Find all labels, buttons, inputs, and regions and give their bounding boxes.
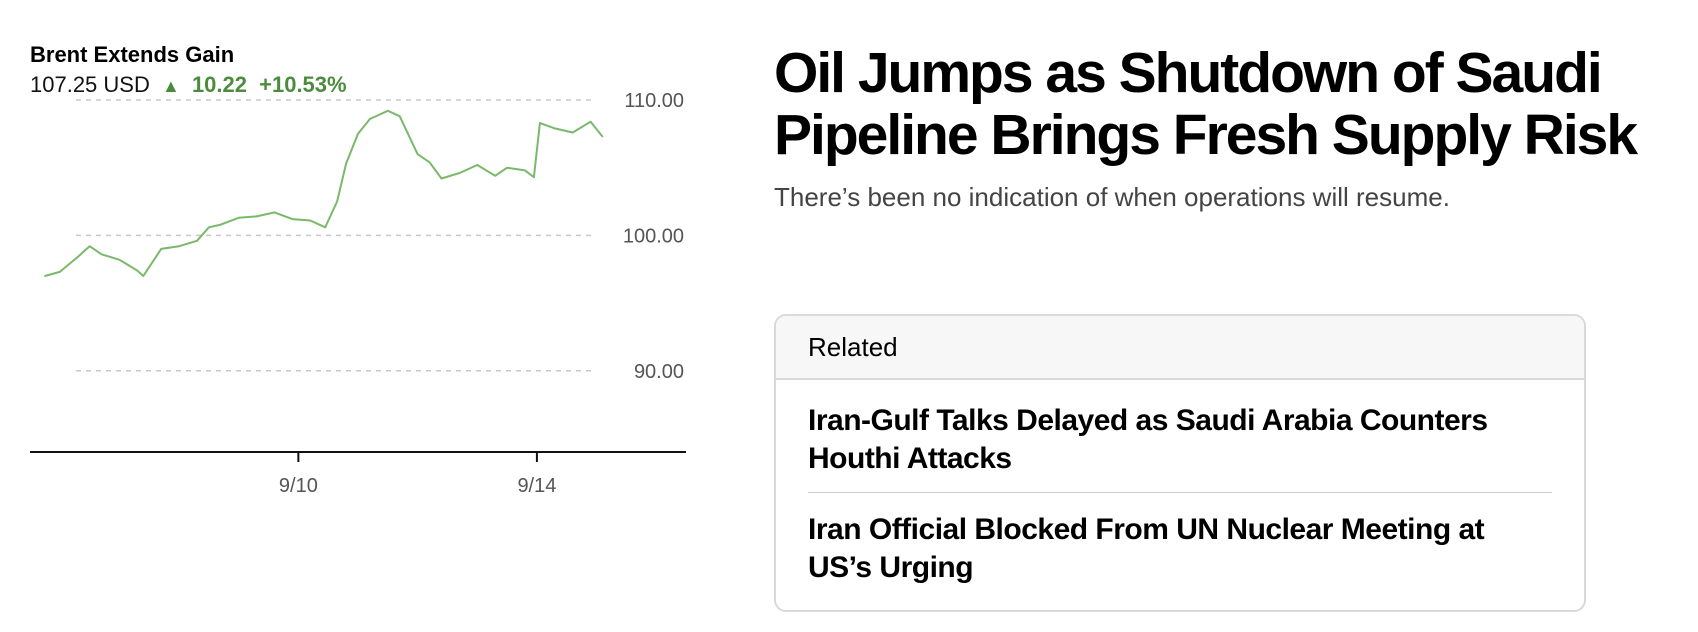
data-point bbox=[428, 161, 431, 164]
data-point bbox=[539, 122, 541, 124]
chart-widget: 90.00 100.00 110.00 9/10 9/14 Brent Extends … bbox=[30, 40, 750, 510]
data-point bbox=[88, 245, 91, 248]
chart-title: Brent Extends Gain bbox=[30, 42, 235, 67]
data-point bbox=[336, 200, 338, 203]
data-point bbox=[533, 176, 535, 178]
data-point bbox=[196, 240, 198, 242]
data-point bbox=[100, 253, 103, 256]
up-arrow-icon: ▲ bbox=[161, 76, 180, 96]
data-point bbox=[76, 256, 79, 258]
article-dek: There’s been no indication of when opera… bbox=[774, 182, 1450, 212]
data-point bbox=[324, 226, 327, 229]
y-tick-label: 100.00 bbox=[623, 225, 684, 247]
current-price: 107.25 USD bbox=[30, 72, 150, 97]
related-list: Iran-Gulf Talks Delayed as Saudi Arabia … bbox=[776, 380, 1584, 601]
data-point bbox=[416, 153, 419, 155]
related-link[interactable]: Iran Official Blocked From UN Nuclear Me… bbox=[808, 492, 1552, 601]
data-point bbox=[142, 275, 145, 277]
data-point bbox=[369, 118, 371, 120]
data-point bbox=[44, 275, 46, 277]
data-point bbox=[59, 271, 61, 273]
data-point bbox=[208, 226, 210, 229]
y-tick-label: 110.00 bbox=[624, 90, 684, 112]
data-point bbox=[357, 133, 359, 135]
data-point bbox=[291, 218, 294, 220]
data-point bbox=[345, 162, 347, 165]
data-point bbox=[398, 115, 401, 118]
headline[interactable]: Oil Jumps as Shutdown of Saudi Pipeline … bbox=[774, 41, 1638, 167]
price-quote: 107.25 USD ▲ 10.22 +10.53% bbox=[30, 72, 347, 98]
price-chart: 90.00 100.00 110.00 9/10 9/14 bbox=[30, 90, 686, 497]
data-point bbox=[571, 131, 574, 134]
related-heading: Related bbox=[776, 316, 1584, 380]
data-point bbox=[273, 211, 276, 214]
y-tick-label: 90.00 bbox=[634, 361, 684, 383]
data-point bbox=[178, 245, 180, 248]
data-point bbox=[309, 219, 312, 222]
data-point bbox=[506, 166, 508, 169]
data-point bbox=[220, 223, 222, 226]
x-tick-label: 9/10 bbox=[279, 475, 318, 497]
data-point bbox=[476, 164, 479, 166]
data-point bbox=[601, 135, 604, 138]
related-link[interactable]: Iran-Gulf Talks Delayed as Saudi Arabia … bbox=[808, 404, 1488, 475]
data-point bbox=[494, 175, 496, 177]
data-point bbox=[237, 216, 240, 219]
data-point bbox=[589, 120, 592, 123]
price-line bbox=[44, 109, 604, 277]
data-point bbox=[524, 169, 526, 172]
related-panel: Related Iran-Gulf Talks Delayed as Saudi… bbox=[774, 314, 1586, 612]
price-change-percent: +10.53% bbox=[259, 72, 347, 97]
article-header: Oil Jumps as Shutdown of Saudi Pipeline … bbox=[774, 42, 1684, 213]
data-point bbox=[440, 177, 443, 180]
data-point bbox=[136, 269, 139, 272]
x-tick-label: 9/14 bbox=[517, 475, 556, 497]
data-point bbox=[387, 110, 389, 112]
data-point bbox=[118, 258, 121, 261]
price-change: 10.22 bbox=[191, 72, 247, 97]
data-point bbox=[554, 127, 556, 130]
data-point bbox=[160, 248, 162, 250]
data-point bbox=[255, 215, 258, 218]
data-point bbox=[458, 172, 461, 174]
